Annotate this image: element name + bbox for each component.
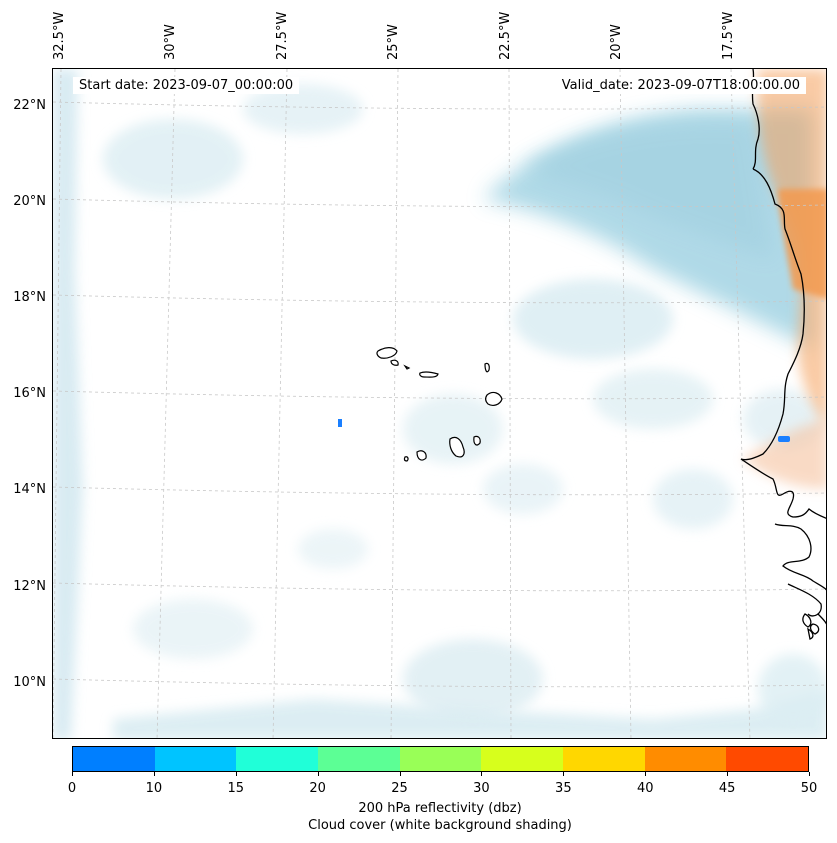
island-brava: [403, 456, 409, 462]
cloud-patch: [758, 654, 826, 724]
gridline-lon-22-5w: [508, 69, 512, 738]
colorbar-tickmark: [727, 772, 729, 776]
lat-label-22n: 22°N: [13, 98, 46, 113]
cloud-patch: [653, 469, 733, 529]
colorbar-tickmark: [809, 772, 810, 776]
colorbar-tickmark: [645, 772, 647, 776]
cloud-patch: [243, 84, 363, 134]
gridline-lon-32-5w: [53, 69, 62, 738]
orange-shading-south: [743, 419, 826, 489]
colorbar-tick-label: 0: [67, 781, 77, 796]
colorbar-tick-label: 50: [800, 781, 818, 796]
cloud-patch: [103, 119, 243, 199]
colorbar-segment: [563, 747, 645, 771]
colorbar-tick-label: 30: [473, 781, 490, 796]
colorbar-tickmark: [481, 772, 483, 776]
valid-date-label: Valid_date: 2023-09-07T18:00:00.00: [555, 77, 806, 94]
lat-label-16n: 16°N: [13, 386, 46, 401]
colorbar-tick-label: 20: [309, 781, 326, 796]
gridline-lon-27-5w: [272, 69, 288, 738]
coastline-guinea-bissau-islands: [802, 613, 820, 640]
colorbar-segment: [154, 747, 237, 771]
map-panel[interactable]: Start date: 2023-09-07_00:00:00 Valid_da…: [52, 68, 827, 739]
coastline-senegal: [740, 458, 826, 519]
lon-label-27-5w: 27.5°W: [275, 11, 290, 60]
colorbar-tickmark: [317, 772, 319, 776]
cloud-patch: [513, 279, 673, 359]
land-reflectivity-shading: [743, 69, 826, 489]
colorbar-tick-label: 10: [145, 781, 163, 796]
orange-shading-core: [778, 189, 826, 299]
lat-label-18n: 18°N: [13, 290, 46, 305]
cloud-cover-shading: [53, 69, 826, 738]
colorbar-segment: [481, 747, 564, 771]
lon-label-32-5w: 32.5°W: [52, 11, 67, 60]
colorbar-tickmark: [399, 772, 401, 776]
colorbar-tick-label: 35: [555, 781, 572, 796]
island-sao-nicolau: [419, 371, 439, 378]
gridline-lon-25w: [390, 69, 399, 738]
colorbar-segment: [73, 747, 155, 771]
cabo-verde-islands: [376, 347, 503, 462]
lat-label-12n: 12°N: [13, 579, 46, 594]
coastline-gambia-guinea: [774, 523, 826, 625]
island-boa-vista: [485, 391, 503, 406]
lat-label-14n: 14°N: [13, 482, 46, 497]
cloud-patch: [133, 599, 253, 659]
island-sao-vicente: [390, 359, 399, 366]
colorbar-tick-label: 15: [227, 781, 245, 796]
colorbar-segment: [318, 747, 400, 771]
map-canvas: [53, 69, 826, 738]
lon-label-20w: 20°W: [609, 24, 624, 60]
cloud-patch: [403, 394, 503, 464]
cloud-band-north-inner: [523, 122, 773, 259]
start-date-label: Start date: 2023-09-07_00:00:00: [73, 77, 300, 94]
gridline-lat-22n: [53, 101, 826, 110]
island-santo-antao: [376, 347, 398, 359]
cloud-patch: [403, 639, 543, 719]
island-santiago: [449, 436, 465, 458]
colorbar-tick-label: 40: [636, 781, 654, 796]
cloud-patch: [483, 464, 563, 514]
colorbar-segment: [236, 747, 319, 771]
cloud-patch: [298, 529, 368, 569]
island-maio: [473, 435, 481, 446]
colorbar-segment: [726, 747, 809, 771]
gridline-lon-20w: [619, 69, 632, 738]
reflectivity-echoes: [338, 419, 790, 442]
colorbar-tickmark: [72, 772, 73, 776]
colorbar-tickmark: [153, 772, 155, 776]
colorbar-tick-label: 45: [718, 781, 736, 796]
cloud-edge-left: [53, 69, 83, 738]
lon-label-30w: 30°W: [163, 24, 178, 60]
colorbar-segment: [399, 747, 482, 771]
lon-label-22-5w: 22.5°W: [498, 11, 513, 60]
lat-label-20n: 20°N: [13, 194, 46, 209]
colorbar-title: 200 hPa reflectivity (dbz): [358, 801, 522, 816]
echo-blue-small: [338, 419, 342, 427]
colorbar-tickmark: [235, 772, 237, 776]
gridline-lat-12n: [53, 582, 826, 592]
orange-shading-north: [757, 69, 826, 427]
lon-label-25w: 25°W: [386, 24, 401, 60]
colorbar-tickmark: [563, 772, 565, 776]
colorbar-subtitle: Cloud cover (white background shading): [308, 818, 572, 833]
gridline-lon-17-5w: [730, 69, 751, 738]
lon-label-17-5w: 17.5°W: [721, 11, 736, 60]
gridline-lon-30w: [156, 69, 176, 738]
colorbar-tick-label: 25: [391, 781, 408, 796]
colorbar: [72, 746, 809, 772]
lat-label-10n: 10°N: [13, 675, 46, 690]
colorbar-segment: [644, 747, 727, 771]
island-sal: [484, 362, 490, 373]
island-fogo: [416, 450, 427, 461]
echo-blue-coast: [778, 436, 790, 442]
graticule: [53, 69, 826, 738]
island-santa-luzia: [403, 364, 411, 370]
